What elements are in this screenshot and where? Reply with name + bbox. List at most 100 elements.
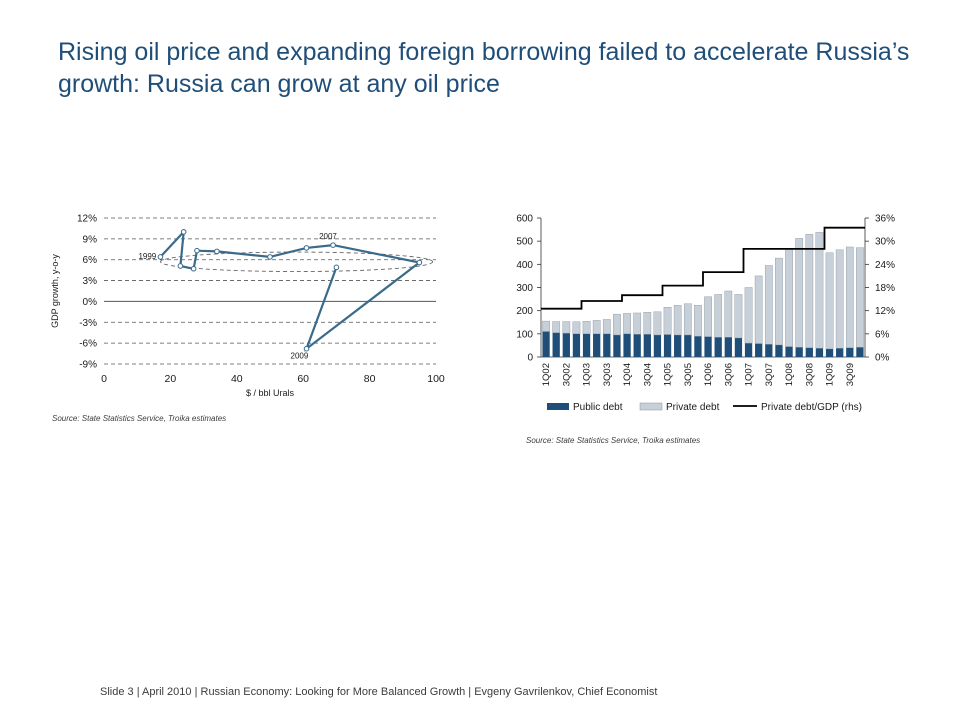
data-point — [330, 242, 336, 248]
bar-public-debt — [593, 333, 601, 357]
bar-private-debt — [795, 238, 804, 348]
bar-private-debt — [845, 246, 854, 348]
bar-private-debt — [653, 311, 662, 336]
y-tick-label: 0 — [527, 353, 533, 364]
data-point — [177, 263, 184, 269]
bar-private-debt — [785, 249, 793, 347]
data-point — [333, 264, 340, 271]
y-tick-label: 12% — [77, 214, 97, 225]
bar-public-debt — [846, 347, 854, 357]
y-tick-label: -3% — [79, 318, 97, 329]
bar-public-debt — [785, 346, 793, 357]
y2-tick-label: 24% — [875, 260, 895, 271]
bar-private-debt — [805, 234, 814, 348]
data-point — [180, 229, 187, 235]
bar-public-debt — [744, 343, 753, 357]
bar-private-debt — [552, 321, 561, 333]
bar-private-debt — [542, 320, 550, 332]
bar-public-debt — [734, 338, 743, 357]
x-tick-label: 1Q08 — [784, 363, 795, 386]
bar-private-debt — [764, 265, 773, 345]
bar-private-debt — [744, 287, 753, 344]
y2-tick-label: 36% — [875, 214, 895, 225]
bar-public-debt — [653, 334, 662, 357]
bar-private-debt — [775, 257, 783, 346]
bar-public-debt — [765, 344, 773, 357]
y2-tick-label: 30% — [875, 237, 895, 248]
y-tick-label: 9% — [83, 234, 98, 245]
bar-public-debt — [674, 334, 682, 357]
legend-label-private-debt-gdp: Private debt/GDP (rhs) — [761, 402, 862, 413]
x-tick-label: 1Q07 — [744, 363, 755, 386]
x-tick-label: 60 — [297, 373, 309, 385]
y-axis-title: GDP growth, y-o-y — [50, 254, 60, 328]
bar-public-debt — [623, 333, 631, 357]
data-point — [416, 259, 423, 266]
x-tick-label: 3Q07 — [764, 363, 775, 386]
x-tick-label: 3Q03 — [602, 363, 613, 386]
data-point — [267, 254, 273, 260]
data-point — [190, 265, 197, 272]
y-tick-label: -9% — [79, 360, 97, 371]
bar-private-debt — [704, 296, 712, 337]
bar-private-debt — [856, 247, 864, 348]
legend-label-public-debt: Public debt — [573, 402, 623, 413]
bar-private-debt — [613, 313, 621, 336]
data-point — [303, 345, 310, 352]
bar-public-debt — [856, 347, 864, 357]
bar-private-debt — [673, 305, 682, 336]
x-axis-title: $ / bbl Urals — [246, 388, 295, 398]
source-note-left: Source: State Statistics Service, Troika… — [52, 414, 227, 423]
x-tick-label: 80 — [364, 373, 376, 385]
data-point — [303, 245, 310, 251]
bar-private-debt — [734, 294, 743, 339]
bar-public-debt — [572, 333, 581, 357]
bar-public-debt — [825, 348, 834, 357]
debt-stacked-bar-chart: 0 100 200 300 400 500 600 0% 6% 12% 18% 24% 30% 36% 1Q… — [516, 214, 895, 414]
bar-private-debt — [643, 312, 652, 335]
x-tick-label: 1Q02 — [541, 363, 552, 386]
bar-private-debt — [633, 312, 642, 335]
bar-public-debt — [755, 343, 763, 357]
bar-public-debt — [795, 347, 803, 357]
data-point — [157, 254, 164, 260]
x-tick-label: 3Q04 — [642, 363, 653, 386]
bar-private-debt — [602, 319, 611, 335]
bar-public-debt — [562, 333, 570, 357]
y2-tick-label: 6% — [875, 329, 890, 340]
slide-title: Rising oil price and expanding foreign b… — [58, 38, 910, 98]
bar-public-debt — [694, 336, 702, 357]
x-tick-label: 1Q06 — [703, 363, 714, 386]
x-tick-label: 1Q09 — [825, 363, 836, 386]
year-annotation: 2007 — [319, 232, 337, 241]
highlight-ellipse — [159, 251, 434, 272]
oil-price-gdp-scatter-chart: -9% -6% -3% 0% 3% 6% 9% 12% 0 20 40 60 80 100 $ / bbl … — [50, 214, 445, 399]
bar-public-debt — [836, 348, 844, 357]
legend-swatch-private-debt — [639, 402, 663, 411]
bar-private-debt — [714, 294, 723, 338]
x-tick-label: 0 — [101, 373, 107, 385]
x-tick-label: 3Q08 — [804, 363, 815, 386]
bar-private-debt — [835, 249, 844, 349]
bar-public-debt — [552, 332, 560, 357]
bar-public-debt — [643, 334, 651, 357]
series-line — [159, 228, 422, 352]
bar-public-debt — [704, 336, 712, 357]
slide-footer: Slide 3 | April 2010 | Russian Economy: … — [100, 686, 658, 698]
x-tick-label: 1Q04 — [622, 363, 633, 386]
y2-tick-label: 18% — [875, 283, 895, 294]
y-tick-label: 300 — [516, 283, 533, 294]
bar-public-debt — [582, 333, 591, 357]
x-tick-label: 40 — [231, 373, 243, 385]
bar-public-debt — [633, 334, 641, 357]
bar-public-debt — [663, 334, 672, 357]
y-tick-label: 100 — [516, 329, 533, 340]
y-tick-label: 500 — [516, 237, 533, 248]
bar-public-debt — [684, 334, 692, 357]
y2-tick-label: 12% — [875, 306, 895, 317]
year-annotation: 2009 — [291, 352, 309, 361]
source-note-right: Source: State Statistics Service, Troika… — [526, 436, 701, 445]
bar-private-debt — [815, 232, 824, 349]
bar-private-debt — [592, 320, 601, 335]
x-tick-label: 3Q09 — [845, 363, 856, 386]
